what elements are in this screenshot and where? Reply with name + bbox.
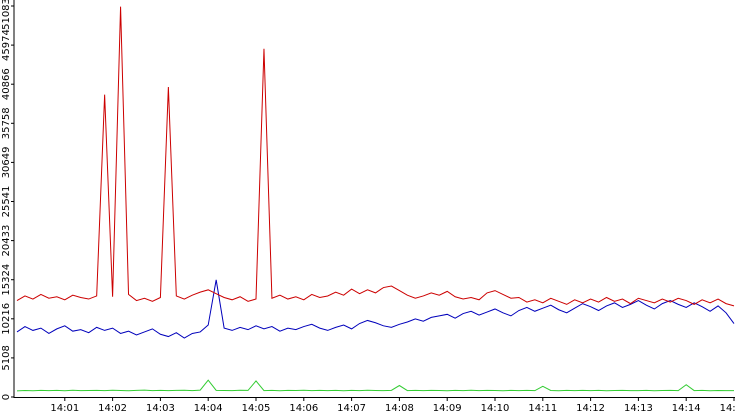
x-tick-label: 14:03: [146, 403, 175, 414]
series-line: [16, 6, 735, 307]
y-tick-label: 45974: [1, 29, 12, 61]
x-tick-label: 14:10: [481, 403, 510, 414]
y-tick-label: 15324: [1, 264, 12, 296]
y-tick-label: 0: [1, 394, 12, 400]
x-tick-label: 14:06: [289, 403, 318, 414]
x-tick-label: 14:08: [385, 403, 414, 414]
y-tick-label: 51083: [1, 0, 12, 30]
y-tick-label: 30649: [1, 146, 12, 178]
x-tick-label: 14:13: [624, 403, 653, 414]
x-tick-label: 14:09: [433, 403, 462, 414]
x-tick-label: 14:11: [528, 403, 557, 414]
x-tick-label: 14:14: [672, 403, 701, 414]
x-tick-label: 14:04: [194, 403, 223, 414]
y-tick-label: 20433: [1, 225, 12, 257]
y-tick-label: 25541: [1, 186, 12, 218]
y-tick-label: 5108: [1, 345, 12, 370]
x-tick-label: 14:15: [720, 403, 735, 414]
y-tick-label: 40866: [1, 68, 12, 100]
series-line: [16, 379, 735, 392]
series-line: [16, 279, 735, 339]
y-tick-label: 10216: [1, 303, 12, 335]
y-tick-label: 35758: [1, 107, 12, 139]
x-tick-label: 14:05: [242, 403, 271, 414]
x-tick-label: 14:07: [337, 403, 366, 414]
x-tick-label: 14:01: [50, 403, 79, 414]
x-tick-label: 14:02: [98, 403, 127, 414]
x-tick-label: 14:12: [576, 403, 605, 414]
